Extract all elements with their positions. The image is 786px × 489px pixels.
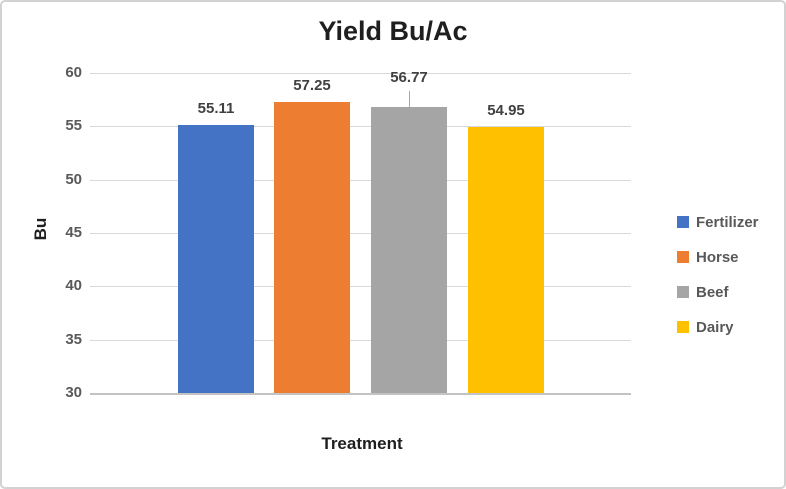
x-axis-title: Treatment (321, 434, 403, 453)
legend-item-fertilizer: Fertilizer (677, 213, 759, 231)
gridline (90, 233, 631, 234)
legend-label: Horse (696, 248, 739, 266)
bar-horse (274, 102, 350, 393)
chart-title: Yield Bu/Ac (318, 16, 468, 46)
legend-label: Fertilizer (696, 213, 759, 231)
legend-label: Beef (696, 283, 729, 301)
bar-dairy (468, 126, 544, 393)
y-axis-tick-label: 50 (65, 170, 82, 188)
gridline (90, 179, 631, 181)
gridline (90, 339, 631, 341)
gridline (90, 126, 631, 128)
plot-area: 55.11 57.25 56.77 54.95 (90, 69, 631, 395)
data-label-leader-line (409, 91, 410, 108)
legend-swatch-icon (677, 216, 689, 228)
legend-item-dairy: Dairy (677, 318, 734, 336)
y-axis-tick-label: 45 (65, 224, 82, 241)
bar-beef (371, 107, 447, 393)
legend-swatch-icon (677, 286, 689, 298)
y-axis-tick-label: 35 (65, 330, 82, 348)
y-axis-tick-label: 55 (65, 117, 82, 135)
bar-fertilizer (178, 125, 254, 393)
legend-item-beef: Beef (677, 283, 729, 301)
legend-label: Dairy (696, 318, 734, 336)
y-axis-tick-label: 60 (65, 64, 82, 81)
data-label: 54.95 (487, 101, 525, 119)
data-label: 56.77 (390, 69, 428, 87)
data-label: 57.25 (293, 77, 331, 95)
legend-swatch-icon (677, 251, 689, 263)
y-axis-tick-label: 30 (65, 384, 82, 401)
legend-item-horse: Horse (677, 248, 739, 266)
legend-swatch-icon (677, 321, 689, 333)
gridline (90, 73, 631, 74)
y-axis-tick-label: 40 (65, 277, 82, 295)
gridline (90, 286, 631, 288)
data-label: 55.11 (197, 100, 235, 118)
